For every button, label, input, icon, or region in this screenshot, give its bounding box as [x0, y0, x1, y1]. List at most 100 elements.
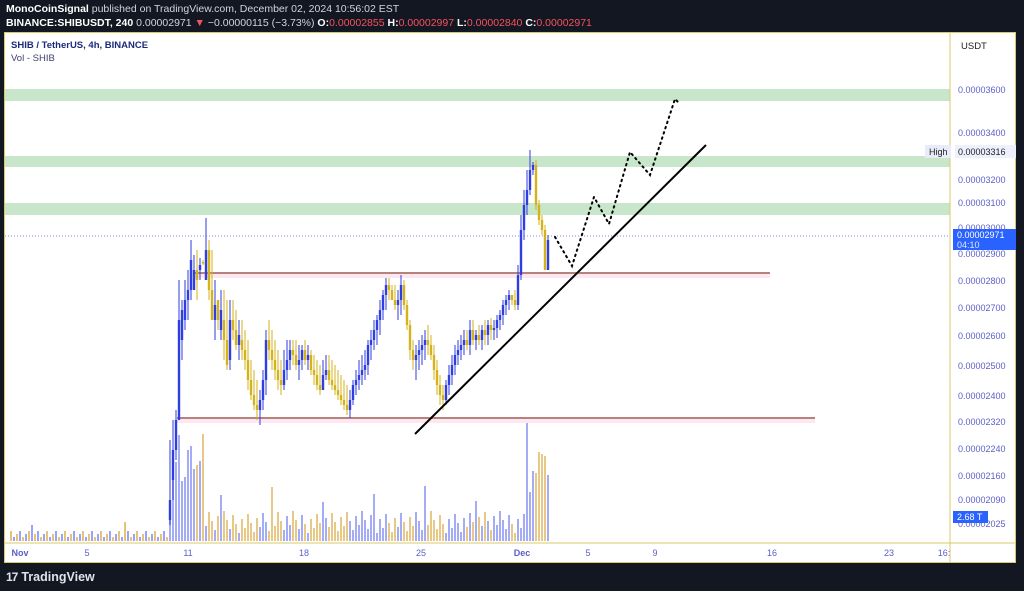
volume-bar	[16, 534, 18, 541]
volume-bar	[529, 492, 531, 541]
volume-bar	[367, 529, 369, 541]
candle-body	[474, 335, 478, 340]
time-tick-label: 25	[416, 548, 426, 558]
volume-bar	[382, 528, 384, 541]
candle-body	[285, 360, 289, 370]
volume-bar	[157, 537, 159, 541]
candle-body	[450, 365, 454, 375]
volume-bar	[358, 525, 360, 541]
volume-bar	[73, 531, 75, 541]
candle-body	[390, 290, 394, 300]
candle-body	[276, 370, 280, 380]
legend-volume[interactable]: Vol - SHIB	[11, 53, 55, 64]
volume-bar	[511, 524, 513, 541]
volume-bar	[241, 519, 243, 541]
volume-tag	[953, 511, 988, 523]
chart-legend: SHIB / TetherUS, 4h, BINANCE Vol - SHIB	[11, 39, 148, 65]
candle-body	[528, 170, 532, 190]
volume-bar	[214, 530, 216, 541]
volume-bar	[205, 526, 207, 541]
last-price-tag[interactable]	[953, 229, 1016, 250]
candle-body	[387, 285, 391, 290]
volume-bar	[352, 530, 354, 541]
volume-bar	[85, 537, 87, 541]
resistance-zone[interactable]	[5, 156, 950, 167]
candle-body	[351, 385, 355, 400]
candle-body	[255, 405, 259, 410]
trendline[interactable]	[414, 144, 707, 435]
candle-body	[405, 305, 409, 325]
tradingview-brand: TradingView	[21, 570, 95, 584]
candle-body	[261, 380, 265, 400]
volume-bar	[301, 515, 303, 541]
price-tick-label: 0.00002240	[958, 444, 1006, 454]
volume-bar	[265, 522, 267, 541]
candle-body	[477, 335, 481, 340]
volume-bar	[151, 534, 153, 541]
candle-body	[183, 300, 187, 320]
candle-body	[483, 330, 487, 335]
high-label: H:	[387, 16, 399, 29]
candle-body	[222, 320, 226, 340]
volume-bar	[181, 481, 183, 541]
candle-body	[456, 350, 460, 355]
volume-bar	[346, 512, 348, 541]
candle-body	[465, 340, 469, 345]
candle-body	[189, 260, 193, 290]
volume-bar	[61, 534, 63, 541]
volume-bar	[412, 526, 414, 541]
candle-body	[297, 360, 301, 365]
volume-bar	[295, 520, 297, 541]
time-tick-label: Dec	[514, 548, 531, 558]
candle-body	[504, 300, 508, 305]
volume-bar	[463, 518, 465, 541]
volume-bar	[115, 534, 117, 541]
volume-bar	[64, 531, 66, 541]
volume-bar	[67, 537, 69, 541]
last-price: 0.00002971	[136, 16, 192, 29]
candle-body	[381, 295, 385, 310]
candle-body	[312, 370, 316, 375]
candle-body	[228, 320, 232, 360]
legend-title[interactable]: SHIB / TetherUS, 4h, BINANCE	[11, 40, 149, 51]
volume-bar	[217, 516, 219, 541]
high-label: High	[929, 147, 948, 157]
volume-bar	[424, 486, 426, 541]
volume-bar	[475, 501, 477, 541]
volume-bar	[280, 521, 282, 541]
volume-bar	[79, 534, 81, 541]
volume-bar	[376, 533, 378, 541]
volume-bar	[433, 520, 435, 541]
candle-body	[243, 350, 247, 360]
volume-bar	[457, 523, 459, 541]
candle-body	[540, 220, 544, 230]
volume-bar	[37, 531, 39, 541]
volume-bar	[70, 534, 72, 541]
author-name[interactable]: MonoCoinSignal	[6, 3, 89, 15]
volume-bar	[10, 531, 12, 541]
candle-body	[258, 400, 262, 410]
candle-body	[291, 350, 295, 355]
candle-body	[498, 315, 502, 320]
candle-body	[444, 385, 448, 400]
volume-bar	[229, 529, 231, 541]
candle-body	[246, 360, 250, 380]
price-tick-label: 0.00003600	[958, 85, 1006, 95]
close-label: C:	[525, 16, 537, 29]
candle-body	[273, 360, 277, 370]
time-tick-label: 16:	[938, 548, 951, 558]
resistance-zone[interactable]	[5, 203, 950, 215]
volume-bar	[421, 530, 423, 541]
candle-body	[336, 390, 340, 395]
volume-bar	[490, 530, 492, 541]
volume-bar	[25, 534, 27, 541]
volume-bar	[271, 487, 273, 541]
resistance-zone[interactable]	[5, 89, 950, 101]
volume-bar	[502, 520, 504, 541]
volume-bar	[397, 527, 399, 541]
projection-path[interactable]	[554, 97, 681, 269]
volume-bar	[544, 456, 546, 541]
volume-bar	[307, 533, 309, 541]
volume-bar	[523, 514, 525, 541]
